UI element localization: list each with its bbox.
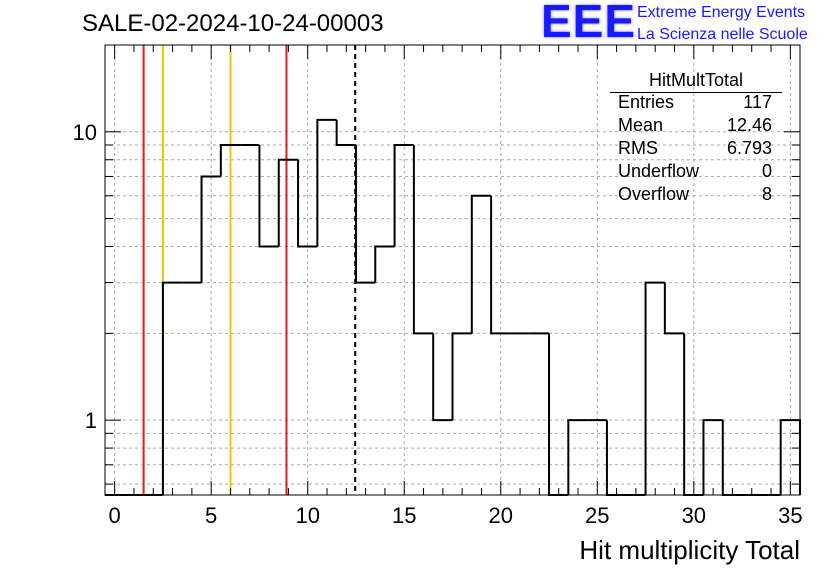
x-tick-label: 0	[109, 503, 121, 528]
stats-title: HitMultTotal	[648, 70, 744, 90]
x-tick-label: 10	[295, 503, 319, 528]
x-axis-title: Hit multiplicity Total	[579, 535, 800, 565]
histogram-bin	[490, 195, 511, 335]
plot-frame	[104, 44, 801, 496]
histogram-bin	[374, 245, 395, 283]
histogram-bin	[161, 281, 183, 495]
stats-box: HitMultTotal Entries 117 Mean 12.46 RMS …	[610, 70, 782, 210]
x-tick-label: 5	[205, 503, 217, 528]
stat-label: RMS	[618, 138, 658, 158]
stat-value: 0	[761, 161, 772, 181]
histogram-bin	[393, 143, 414, 247]
histogram-bin	[470, 194, 492, 334]
x-tick-label: 25	[585, 503, 609, 528]
stat-value: 6.793	[726, 138, 772, 158]
x-tick-label: 20	[489, 503, 513, 528]
page-title: SALE-02-2024-10-24-00003	[82, 10, 384, 37]
stat-row-underflow: Underflow 0	[618, 161, 772, 184]
marker-lines	[142, 45, 357, 495]
stat-row-overflow: Overflow 8	[618, 184, 772, 207]
logo-mark: EEE	[541, 0, 637, 47]
stat-label: Underflow	[618, 161, 700, 181]
histogram-bin	[663, 282, 685, 335]
stat-label: Overflow	[618, 184, 690, 204]
histogram-bin	[412, 144, 434, 335]
histogram-bin	[644, 281, 665, 495]
histogram-bin	[432, 333, 453, 422]
histogram-bin	[200, 175, 221, 283]
x-tick-label: 35	[778, 503, 802, 528]
stat-value: 12.46	[726, 115, 772, 135]
histogram-bin	[335, 119, 356, 146]
logo-line-1: Extreme Energy Events	[637, 4, 806, 21]
x-tick-label: 15	[392, 503, 416, 528]
stat-value: 117	[743, 92, 772, 112]
histogram-bin	[354, 144, 376, 284]
stat-row-mean: Mean 12.46	[618, 115, 772, 138]
logo-line-2: La Scienza nelle Scuole	[637, 26, 808, 43]
y-tick-label: 1	[85, 408, 97, 433]
y-tick-label: 10	[73, 120, 97, 145]
histogram-bin	[316, 118, 337, 247]
histogram-bin	[219, 143, 241, 177]
x-tick-label: 30	[682, 503, 706, 528]
axes: 0 5 10 15 20 25 30 35 1 10 Hit multiplicity Total	[73, 44, 803, 565]
stats-divider	[610, 92, 782, 93]
histogram-bin	[548, 333, 569, 496]
stat-value: 8	[761, 184, 772, 204]
stat-label: Entries	[618, 92, 675, 112]
stat-row-entries: Entries 117	[618, 92, 772, 115]
histogram-bin	[567, 419, 588, 495]
stat-row-rms: RMS 6.793	[618, 138, 772, 161]
histogram-bin	[277, 158, 299, 247]
stat-label: Mean	[618, 115, 664, 135]
histogram-bin	[451, 332, 472, 421]
histogram-bin	[258, 144, 279, 248]
eee-logo: EEE Extreme Energy Events La Scienza nel…	[541, 0, 831, 47]
histogram-bin	[702, 419, 723, 495]
histogram-bin	[297, 159, 318, 248]
